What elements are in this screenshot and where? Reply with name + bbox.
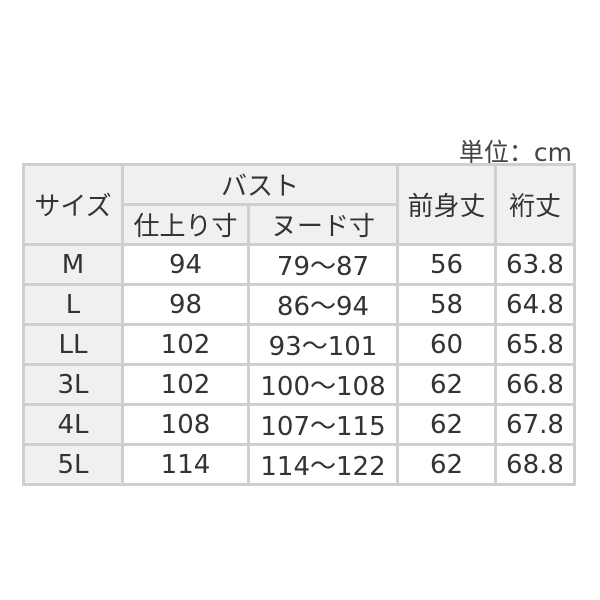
table-cell: 4L	[22, 403, 124, 446]
size-table: サイズ バスト 前身丈 裄丈 仕上り寸 ヌード寸 M 94 79～87 56 63.8 L…	[22, 163, 576, 486]
header-length: 前身丈	[396, 163, 497, 246]
table-cell: 68.8	[494, 443, 576, 486]
table-cell: M	[22, 243, 124, 286]
table-cell: 102	[121, 363, 250, 406]
table-cell: 64.8	[494, 283, 576, 326]
header-size: サイズ	[22, 163, 124, 246]
header-finished: 仕上り寸	[121, 203, 250, 246]
table-cell: 94	[121, 243, 250, 286]
table-cell: 3L	[22, 363, 124, 406]
header-bust: バスト	[121, 163, 399, 206]
table-cell: 62	[396, 443, 497, 486]
unit-label: 単位：cm	[458, 138, 572, 167]
table-cell: 62	[396, 403, 497, 446]
table-cell: 5L	[22, 443, 124, 486]
table-cell: 100～108	[247, 363, 399, 406]
table-cell: 62	[396, 363, 497, 406]
table-cell: 63.8	[494, 243, 576, 286]
table-cell: 79～87	[247, 243, 399, 286]
table-cell: 86～94	[247, 283, 399, 326]
table-cell: 98	[121, 283, 250, 326]
table-cell: LL	[22, 323, 124, 366]
table-cell: 66.8	[494, 363, 576, 406]
table-row: LL 102 93～101 60 65.8	[22, 323, 576, 366]
table-cell: 60	[396, 323, 497, 366]
table-cell: 67.8	[494, 403, 576, 446]
table-row: L 98 86～94 58 64.8	[22, 283, 576, 326]
table-cell: L	[22, 283, 124, 326]
table-cell: 102	[121, 323, 250, 366]
table-cell: 93～101	[247, 323, 399, 366]
table-cell: 114	[121, 443, 250, 486]
table-row: M 94 79～87 56 63.8	[22, 243, 576, 286]
table-cell: 65.8	[494, 323, 576, 366]
table-row: 3L 102 100～108 62 66.8	[22, 363, 576, 406]
table-cell: 58	[396, 283, 497, 326]
header-nude: ヌード寸	[247, 203, 399, 246]
header-sleeve: 裄丈	[494, 163, 576, 246]
table-cell: 107～115	[247, 403, 399, 446]
table-cell: 108	[121, 403, 250, 446]
table-row: 5L 114 114～122 62 68.8	[22, 443, 576, 486]
table-row: 4L 108 107～115 62 67.8	[22, 403, 576, 446]
table-cell: 56	[396, 243, 497, 286]
table-cell: 114～122	[247, 443, 399, 486]
